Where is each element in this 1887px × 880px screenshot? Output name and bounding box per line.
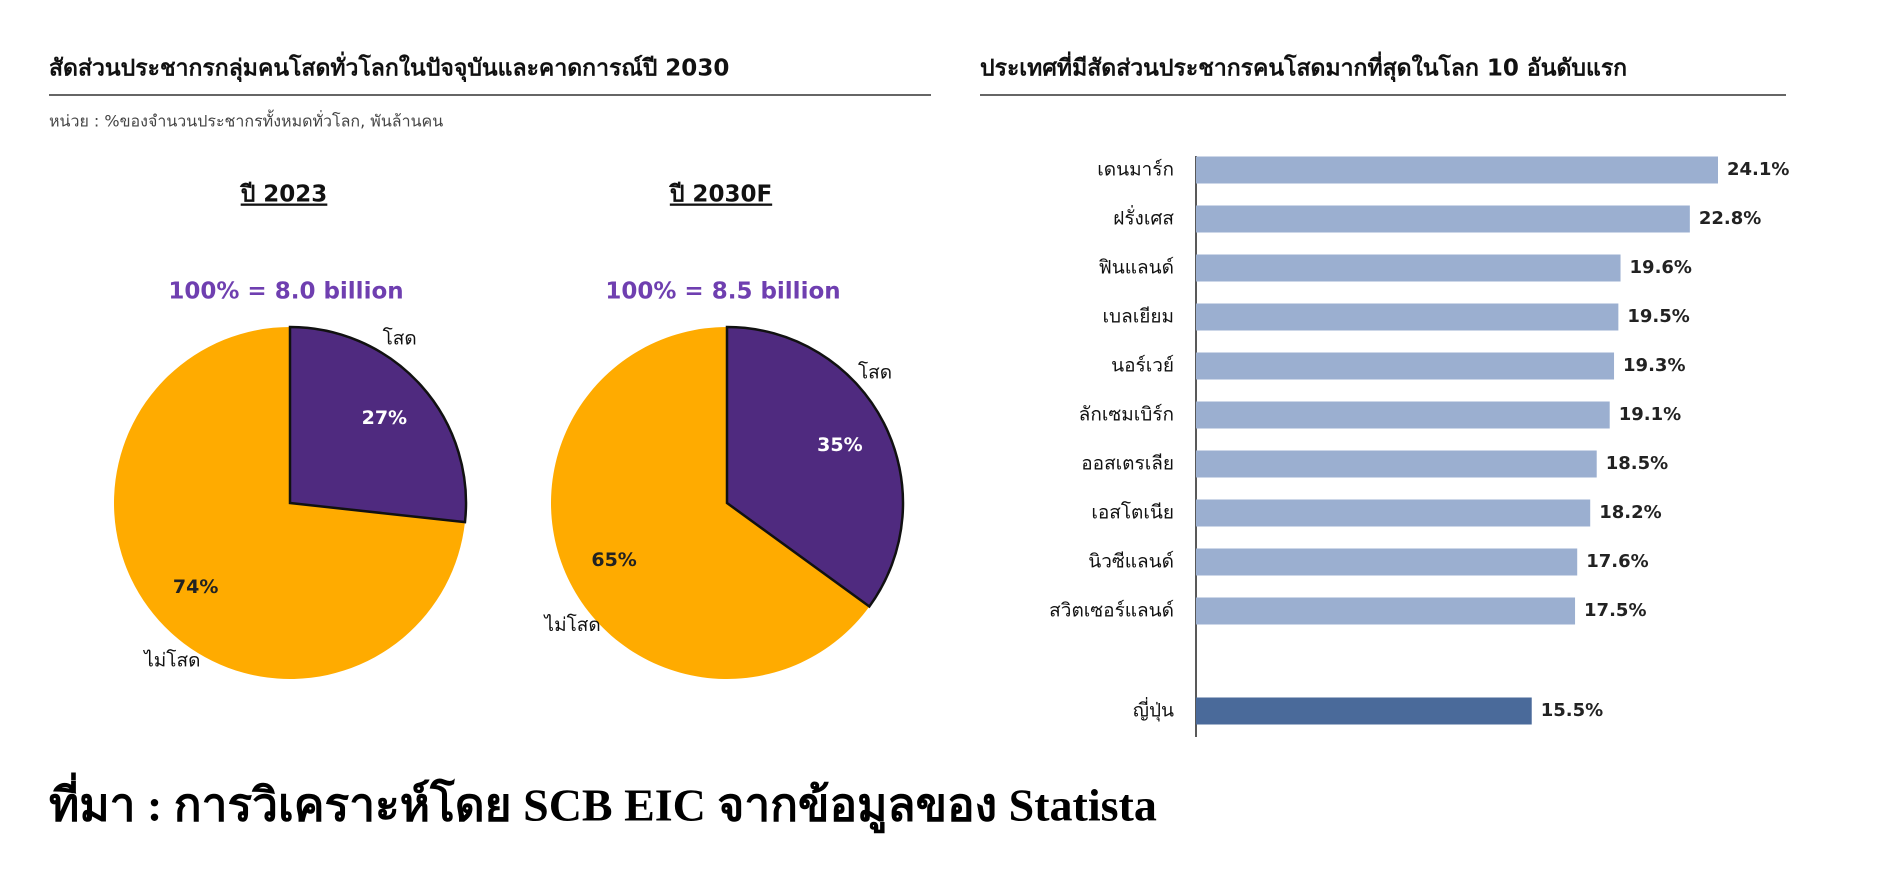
- bar-category-label: ญี่ปุ่น: [1133, 697, 1174, 723]
- source-note: ที่มา : การวิเคราะห์โดย SCB EIC จากข้อมู…: [49, 773, 1157, 834]
- bar-category-label: เบลเยียม: [1103, 306, 1174, 328]
- pie-category-label: โสด: [383, 327, 417, 350]
- bar: [1196, 303, 1619, 331]
- bar-category-label: ฟินแลนด์: [1098, 257, 1174, 279]
- bar-value-label: 17.6%: [1586, 551, 1648, 572]
- bar: [1196, 597, 1576, 625]
- pie-category-label: ไม่โสด: [543, 613, 601, 636]
- bar-value-label: 17.5%: [1584, 600, 1646, 621]
- bar-category-label: ลักเซมเบิร์ก: [1079, 404, 1174, 426]
- bar: [1196, 156, 1718, 184]
- pie-category-label: โสด: [858, 360, 892, 383]
- bar-value-label: 19.3%: [1623, 355, 1685, 376]
- bar: [1196, 401, 1610, 429]
- pie-value-label: 27%: [362, 407, 407, 429]
- bar: [1196, 548, 1578, 576]
- bar-category-label: ฝรั่งเศส: [1113, 205, 1174, 230]
- pie-slice: [725, 325, 905, 609]
- pie-slice: [288, 325, 468, 524]
- bar-category-label: สวิตเซอร์แลนด์: [1049, 600, 1174, 622]
- bar-category-label: เอสโตเนีย: [1091, 501, 1174, 524]
- pie-slice: [551, 327, 870, 679]
- bar: [1196, 205, 1690, 233]
- bar: [1196, 450, 1597, 478]
- left-title: สัดส่วนประชากรกลุ่มคนโสดทั่วโลกในปัจจุบั…: [49, 51, 729, 83]
- pie-title: ปี 2023: [239, 182, 327, 208]
- bar: [1196, 697, 1532, 725]
- bar: [1196, 352, 1615, 380]
- bar: [1196, 254, 1621, 282]
- bar-value-label: 18.5%: [1606, 453, 1668, 474]
- bar-value-label: 18.2%: [1599, 502, 1661, 523]
- pie-value-label: 74%: [173, 576, 218, 598]
- bar-category-label: เดนมาร์ก: [1097, 159, 1174, 181]
- bar-value-label: 19.1%: [1619, 404, 1681, 425]
- pie-title: ปี 2030F: [668, 182, 772, 208]
- bar-value-label: 19.5%: [1627, 306, 1689, 327]
- pie-subtitle: 100% = 8.5 billion: [605, 279, 840, 305]
- bar-value-label: 24.1%: [1727, 159, 1789, 180]
- bar-title: ประเทศที่มีสัดส่วนประชากรคนโสดมากที่สุดใ…: [980, 51, 1627, 83]
- pie-category-label: ไม่โสด: [142, 649, 200, 672]
- pie-value-label: 65%: [591, 549, 636, 571]
- bar: [1196, 499, 1591, 527]
- bar-category-label: ออสเตรเลีย: [1081, 453, 1174, 475]
- pie-subtitle: 100% = 8.0 billion: [168, 279, 403, 305]
- unit-note: หน่วย : %ของจำนวนประชากรทั้งหมดทั่วโลก, …: [49, 110, 443, 131]
- bar-value-label: 15.5%: [1541, 700, 1603, 721]
- bar-value-label: 22.8%: [1699, 208, 1761, 229]
- bar-category-label: นอร์เวย์: [1111, 355, 1174, 377]
- bar-category-label: นิวซีแลนด์: [1088, 551, 1174, 573]
- pie-value-label: 35%: [817, 434, 862, 456]
- bar-value-label: 19.6%: [1630, 257, 1692, 278]
